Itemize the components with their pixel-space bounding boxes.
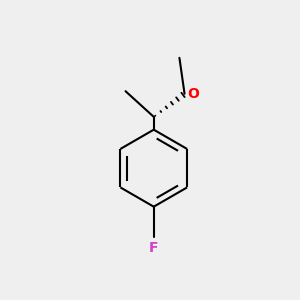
Text: F: F [149,241,158,255]
Text: O: O [187,87,199,101]
